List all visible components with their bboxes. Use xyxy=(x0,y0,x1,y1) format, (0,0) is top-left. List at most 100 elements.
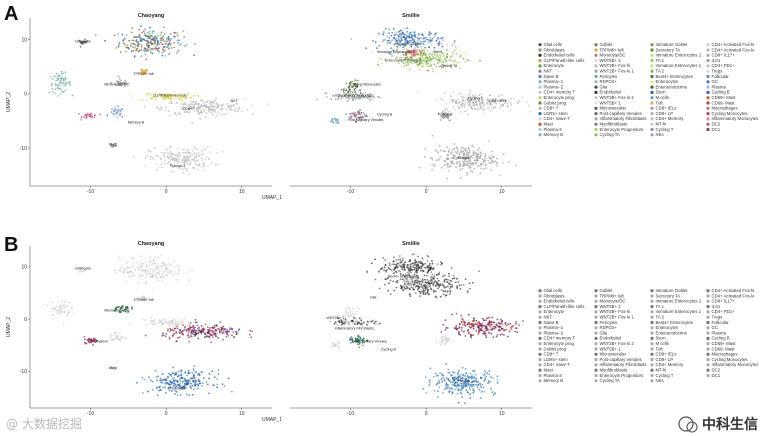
point xyxy=(351,337,354,340)
point xyxy=(472,102,475,105)
point xyxy=(442,374,445,377)
point xyxy=(188,151,190,154)
point xyxy=(448,275,451,277)
point xyxy=(388,267,391,270)
point xyxy=(204,105,206,107)
point xyxy=(324,92,326,95)
point xyxy=(132,39,135,42)
point xyxy=(500,327,503,330)
point xyxy=(415,260,418,263)
point xyxy=(191,153,194,156)
point xyxy=(170,37,173,40)
point xyxy=(144,274,147,276)
legend-swatch xyxy=(538,358,542,362)
point xyxy=(184,378,187,381)
point xyxy=(355,93,357,95)
point xyxy=(410,45,413,48)
point xyxy=(463,51,466,54)
point xyxy=(152,30,155,32)
point xyxy=(482,160,485,163)
point xyxy=(404,42,406,44)
point xyxy=(395,33,398,36)
point xyxy=(167,387,170,390)
point xyxy=(169,33,172,35)
point xyxy=(437,287,439,290)
legend-swatch xyxy=(650,80,654,84)
point xyxy=(441,98,444,101)
point xyxy=(481,383,484,386)
legend-entry-label: CD4+ PD1+ xyxy=(712,309,736,314)
point xyxy=(431,281,433,284)
point xyxy=(187,273,190,276)
point xyxy=(507,160,510,163)
point xyxy=(422,293,425,295)
legend-entry-label: Post-capillary Venules xyxy=(600,357,642,362)
point xyxy=(439,149,442,152)
point xyxy=(214,329,217,332)
point xyxy=(196,324,199,327)
point xyxy=(335,118,338,121)
point xyxy=(192,109,195,112)
point xyxy=(179,329,181,332)
point xyxy=(447,115,450,117)
point xyxy=(139,261,142,264)
point xyxy=(349,337,352,340)
point xyxy=(443,286,446,289)
point xyxy=(408,272,411,274)
legend-entry-label: NKT xyxy=(544,69,553,74)
legend-swatch xyxy=(538,96,542,100)
point xyxy=(473,96,476,99)
point xyxy=(72,313,75,316)
point xyxy=(458,160,460,163)
point xyxy=(421,257,424,260)
point xyxy=(157,256,159,259)
y-tick-label: -10 xyxy=(20,146,27,152)
point xyxy=(170,43,172,46)
point xyxy=(59,310,62,313)
point xyxy=(384,27,387,30)
legend-entry-label: Secretory TA xyxy=(656,47,681,52)
legend-entry-label: RSPO3+ xyxy=(600,79,618,84)
point xyxy=(464,367,467,370)
point xyxy=(477,321,479,324)
point xyxy=(151,388,154,391)
point xyxy=(438,158,441,161)
point xyxy=(483,158,486,161)
point xyxy=(472,101,475,103)
point xyxy=(145,281,147,284)
legend-swatch xyxy=(594,101,598,105)
point xyxy=(372,40,374,42)
point xyxy=(51,91,54,93)
point xyxy=(350,93,353,96)
point xyxy=(183,327,186,329)
legend-swatch xyxy=(538,64,542,68)
point xyxy=(234,110,237,112)
point xyxy=(193,383,196,386)
point xyxy=(211,113,214,116)
legend-entry-label: MT-hi xyxy=(656,122,667,127)
point xyxy=(158,43,161,46)
point xyxy=(464,335,467,337)
point xyxy=(438,40,441,43)
point xyxy=(472,319,475,322)
point xyxy=(483,374,485,377)
point xyxy=(443,54,446,57)
point xyxy=(223,385,226,387)
point xyxy=(207,335,209,338)
point xyxy=(461,366,464,369)
legend-swatch xyxy=(650,358,654,362)
point xyxy=(446,177,449,180)
point xyxy=(440,37,442,40)
point xyxy=(141,31,144,34)
point xyxy=(161,280,164,282)
point xyxy=(400,34,403,37)
point xyxy=(154,256,157,258)
point xyxy=(448,293,451,295)
point xyxy=(499,106,502,109)
point xyxy=(182,168,185,171)
point xyxy=(199,331,202,334)
point xyxy=(182,172,185,174)
point xyxy=(65,83,67,86)
legend-entry-label: Goblet xyxy=(600,42,613,47)
